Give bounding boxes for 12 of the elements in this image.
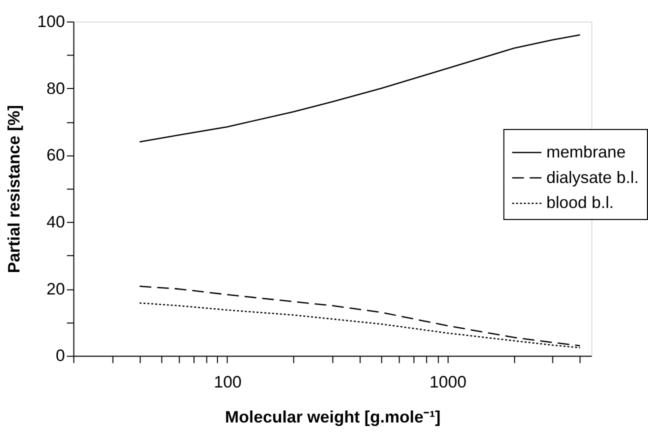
y-axis-title: Partial resistance [%]: [4, 105, 24, 274]
x-axis-title: Molecular weight [g.mole⁻¹]: [225, 408, 441, 427]
x-tick-label: 1000: [429, 372, 466, 392]
y-tick-label: 40: [46, 212, 65, 232]
y-tick-label: 100: [37, 12, 65, 31]
legend-label: membrane: [546, 142, 626, 162]
legend-label: blood b.l.: [546, 193, 614, 212]
y-tick-label: 0: [56, 346, 65, 366]
legend-label: dialysate b.l.: [546, 168, 639, 187]
y-tick-label: 80: [46, 78, 65, 98]
y-tick-label: 60: [46, 146, 65, 165]
y-tick-label: 20: [46, 279, 65, 298]
